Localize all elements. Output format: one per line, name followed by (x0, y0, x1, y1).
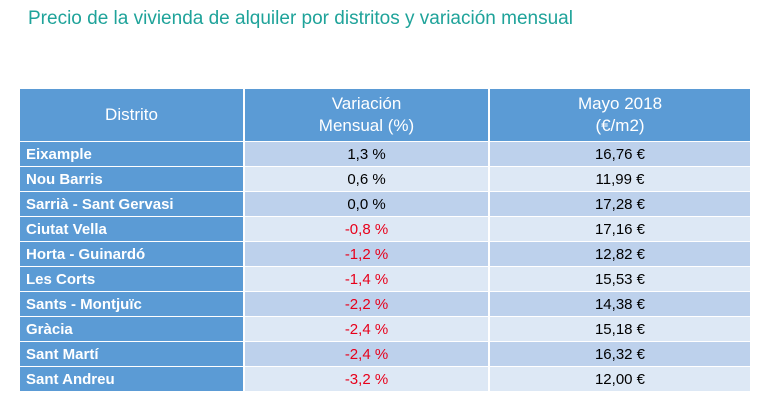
table-row: Horta - Guinardó -1,2 % 12,82 € (20, 242, 750, 266)
price-cell: 14,38 € (490, 292, 750, 316)
district-cell: Gràcia (20, 317, 243, 341)
variation-cell: -1,2 % (245, 242, 488, 266)
variation-cell: -3,2 % (245, 367, 488, 391)
table-row: Gràcia -2,4 % 15,18 € (20, 317, 750, 341)
variation-cell: -2,2 % (245, 292, 488, 316)
price-cell: 11,99 € (490, 167, 750, 191)
header-variation: Variación Mensual (%) (245, 89, 488, 141)
price-cell: 16,32 € (490, 342, 750, 366)
header-price-line2: (€/m2) (595, 116, 645, 135)
variation-cell: 0,6 % (245, 167, 488, 191)
table-row: Sants - Montjuïc -2,2 % 14,38 € (20, 292, 750, 316)
table-row: Ciutat Vella -0,8 % 17,16 € (20, 217, 750, 241)
rent-price-table: Distrito Variación Mensual (%) Mayo 2018… (18, 88, 752, 392)
variation-cell: -1,4 % (245, 267, 488, 291)
header-variation-line1: Variación (331, 94, 402, 113)
district-cell: Les Corts (20, 267, 243, 291)
variation-cell: -0,8 % (245, 217, 488, 241)
price-cell: 17,28 € (490, 192, 750, 216)
variation-cell: -2,4 % (245, 317, 488, 341)
district-cell: Sants - Montjuïc (20, 292, 243, 316)
table-row: Sarrià - Sant Gervasi 0,0 % 17,28 € (20, 192, 750, 216)
district-cell: Nou Barris (20, 167, 243, 191)
price-cell: 12,82 € (490, 242, 750, 266)
price-cell: 12,00 € (490, 367, 750, 391)
district-cell: Ciutat Vella (20, 217, 243, 241)
variation-cell: 1,3 % (245, 142, 488, 166)
variation-cell: 0,0 % (245, 192, 488, 216)
table-header-row: Distrito Variación Mensual (%) Mayo 2018… (20, 89, 750, 141)
district-cell: Eixample (20, 142, 243, 166)
price-cell: 16,76 € (490, 142, 750, 166)
district-cell: Sant Andreu (20, 367, 243, 391)
header-price: Mayo 2018 (€/m2) (490, 89, 750, 141)
table-row: Les Corts -1,4 % 15,53 € (20, 267, 750, 291)
price-cell: 15,53 € (490, 267, 750, 291)
district-cell: Sarrià - Sant Gervasi (20, 192, 243, 216)
header-district: Distrito (20, 89, 243, 141)
header-price-line1: Mayo 2018 (577, 94, 663, 113)
table-row: Eixample 1,3 % 16,76 € (20, 142, 750, 166)
table-row: Sant Andreu -3,2 % 12,00 € (20, 367, 750, 391)
district-cell: Horta - Guinardó (20, 242, 243, 266)
price-cell: 17,16 € (490, 217, 750, 241)
table-row: Nou Barris 0,6 % 11,99 € (20, 167, 750, 191)
price-cell: 15,18 € (490, 317, 750, 341)
variation-cell: -2,4 % (245, 342, 488, 366)
page-title: Precio de la vivienda de alquiler por di… (28, 8, 573, 29)
table-row: Sant Martí -2,4 % 16,32 € (20, 342, 750, 366)
district-cell: Sant Martí (20, 342, 243, 366)
header-district-label: Distrito (105, 105, 158, 124)
header-variation-line2: Mensual (%) (318, 116, 415, 135)
